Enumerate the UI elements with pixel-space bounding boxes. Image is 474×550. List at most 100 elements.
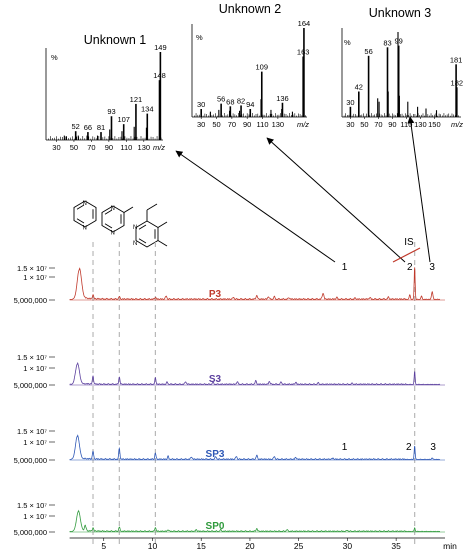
arrow-peak-2 bbox=[266, 137, 406, 263]
trace-name-label: S3 bbox=[209, 374, 222, 385]
ms-peak-label: 136 bbox=[276, 94, 289, 103]
trace-name-label: P3 bbox=[209, 289, 222, 300]
ms-peak-label: 82 bbox=[237, 96, 245, 105]
x-axis-unit: min bbox=[443, 541, 457, 550]
ms-x-tick-label: 50 bbox=[70, 143, 78, 152]
svg-text:N: N bbox=[133, 241, 137, 247]
ms-peak-label: 99 bbox=[395, 37, 403, 46]
x-tick-label: 5 bbox=[101, 541, 106, 550]
ms-peak-label: 83 bbox=[383, 38, 391, 47]
ms-x-tick-label: 150 bbox=[428, 120, 441, 129]
trace-s3 bbox=[69, 361, 441, 386]
trace-sp0 bbox=[69, 509, 440, 533]
mass-spectrum-unknown-2: Unknown 2 % 3056688294109136163164305070… bbox=[191, 2, 311, 129]
trace-name-label: SP3 bbox=[206, 449, 225, 460]
y-tick-label: 1.5 × 10⁷ bbox=[17, 353, 47, 362]
y-tick-label: 1 × 10⁷ bbox=[23, 512, 47, 521]
x-tick-label: 15 bbox=[196, 541, 206, 550]
svg-text:N: N bbox=[83, 226, 87, 232]
ms-x-tick-label: 90 bbox=[388, 120, 396, 129]
ms-x-tick-label: 70 bbox=[374, 120, 382, 129]
ms-peak-label: 81 bbox=[97, 123, 105, 132]
trace-p3 bbox=[69, 267, 440, 301]
ms-peak-label: 66 bbox=[84, 123, 92, 132]
ms-x-unit: m/z bbox=[297, 120, 309, 129]
ms-peak-label: 56 bbox=[217, 95, 225, 104]
ms-x-tick-label: 70 bbox=[228, 120, 236, 129]
arrow-peak-1 bbox=[175, 150, 336, 263]
ms-peak-label: 107 bbox=[117, 115, 130, 124]
ms-x-tick-label: 110 bbox=[120, 143, 132, 152]
x-tick-label: 25 bbox=[294, 541, 304, 550]
y-tick-label: 1.5 × 10⁷ bbox=[17, 501, 47, 510]
x-tick-label: 20 bbox=[245, 541, 255, 550]
peak-number-label: 2 bbox=[407, 262, 413, 273]
ms-peak-label: 109 bbox=[256, 63, 269, 72]
ms-peak-label: 93 bbox=[107, 107, 115, 116]
peak-number-label: 3 bbox=[429, 262, 435, 273]
peak-number-label: 1 bbox=[342, 262, 348, 273]
ms-peak-label: 148 bbox=[153, 71, 166, 80]
peak-number-label: 2 bbox=[406, 442, 412, 453]
ms-x-tick-label: 30 bbox=[346, 120, 354, 129]
y-tick-label: 1.5 × 10⁷ bbox=[17, 264, 47, 273]
svg-text:N: N bbox=[83, 201, 87, 207]
x-tick-label: 10 bbox=[148, 541, 158, 550]
ms-title: Unknown 2 bbox=[219, 2, 282, 16]
ms-x-tick-label: 30 bbox=[197, 120, 205, 129]
ms-peak-label: 164 bbox=[298, 19, 311, 28]
ms-peak-label: 30 bbox=[197, 100, 205, 109]
ms-x-tick-label: 110 bbox=[400, 120, 412, 129]
peak-number-label: 1 bbox=[342, 442, 348, 453]
internal-standard-label: IS bbox=[404, 237, 414, 248]
y-tick-label: 1 × 10⁷ bbox=[23, 438, 47, 447]
ms-x-tick-label: 50 bbox=[360, 120, 368, 129]
ms-x-tick-label: 110 bbox=[257, 120, 269, 129]
svg-text:N: N bbox=[133, 225, 137, 231]
ms-peak-label: 181 bbox=[450, 55, 463, 64]
ms-percent-label: % bbox=[196, 33, 203, 42]
ms-percent-label: % bbox=[344, 38, 351, 47]
ms-peak-label: 94 bbox=[246, 100, 254, 109]
ms-peak-label: 121 bbox=[130, 95, 143, 104]
y-tick-label: 5,000,000 bbox=[14, 296, 47, 305]
pyrazine-structure-icon: N N bbox=[73, 200, 97, 232]
ms-x-tick-label: 130 bbox=[272, 120, 285, 129]
y-tick-label: 1 × 10⁷ bbox=[23, 364, 47, 373]
chromatogram bbox=[69, 267, 445, 533]
reference-lines bbox=[92, 242, 416, 545]
y-tick-label: 1.5 × 10⁷ bbox=[17, 427, 47, 436]
x-tick-label: 30 bbox=[343, 541, 353, 550]
peak-number-label: 3 bbox=[430, 442, 436, 453]
ms-peak-label: 52 bbox=[72, 122, 80, 131]
pyrazine-structures: N N N N N N bbox=[73, 200, 168, 248]
trace-name-label: SP0 bbox=[206, 521, 225, 532]
ms-peak-label: 134 bbox=[141, 105, 154, 114]
methylpyrazine-structure-icon: N N bbox=[101, 205, 134, 237]
y-tick-label: 1 × 10⁷ bbox=[23, 273, 47, 282]
y-tick-label: 5,000,000 bbox=[14, 381, 47, 390]
ms-peak-label: 149 bbox=[154, 43, 167, 52]
ms-title: Unknown 1 bbox=[84, 33, 147, 47]
ms-x-tick-label: 90 bbox=[105, 143, 113, 152]
svg-text:N: N bbox=[111, 231, 115, 237]
ms-title: Unknown 3 bbox=[369, 6, 432, 20]
arrow-peak-3 bbox=[407, 116, 431, 263]
ms-peak-label: 68 bbox=[226, 97, 234, 106]
ms-plot: 305668829410913616316430507090110130m/z bbox=[191, 19, 311, 129]
y-tick-label: 5,000,000 bbox=[14, 456, 47, 465]
x-tick-label: 35 bbox=[391, 541, 401, 550]
x-axis: 5 10 15 20 25 30 35 min bbox=[69, 537, 457, 550]
ms-peak-label: 30 bbox=[346, 98, 354, 107]
ms-percent-label: % bbox=[51, 53, 58, 62]
ms-x-tick-label: 30 bbox=[52, 143, 60, 152]
ms-peak-label: 42 bbox=[355, 83, 363, 92]
ms-x-unit: m/z bbox=[153, 143, 165, 152]
ms-x-tick-label: 130 bbox=[138, 143, 151, 152]
